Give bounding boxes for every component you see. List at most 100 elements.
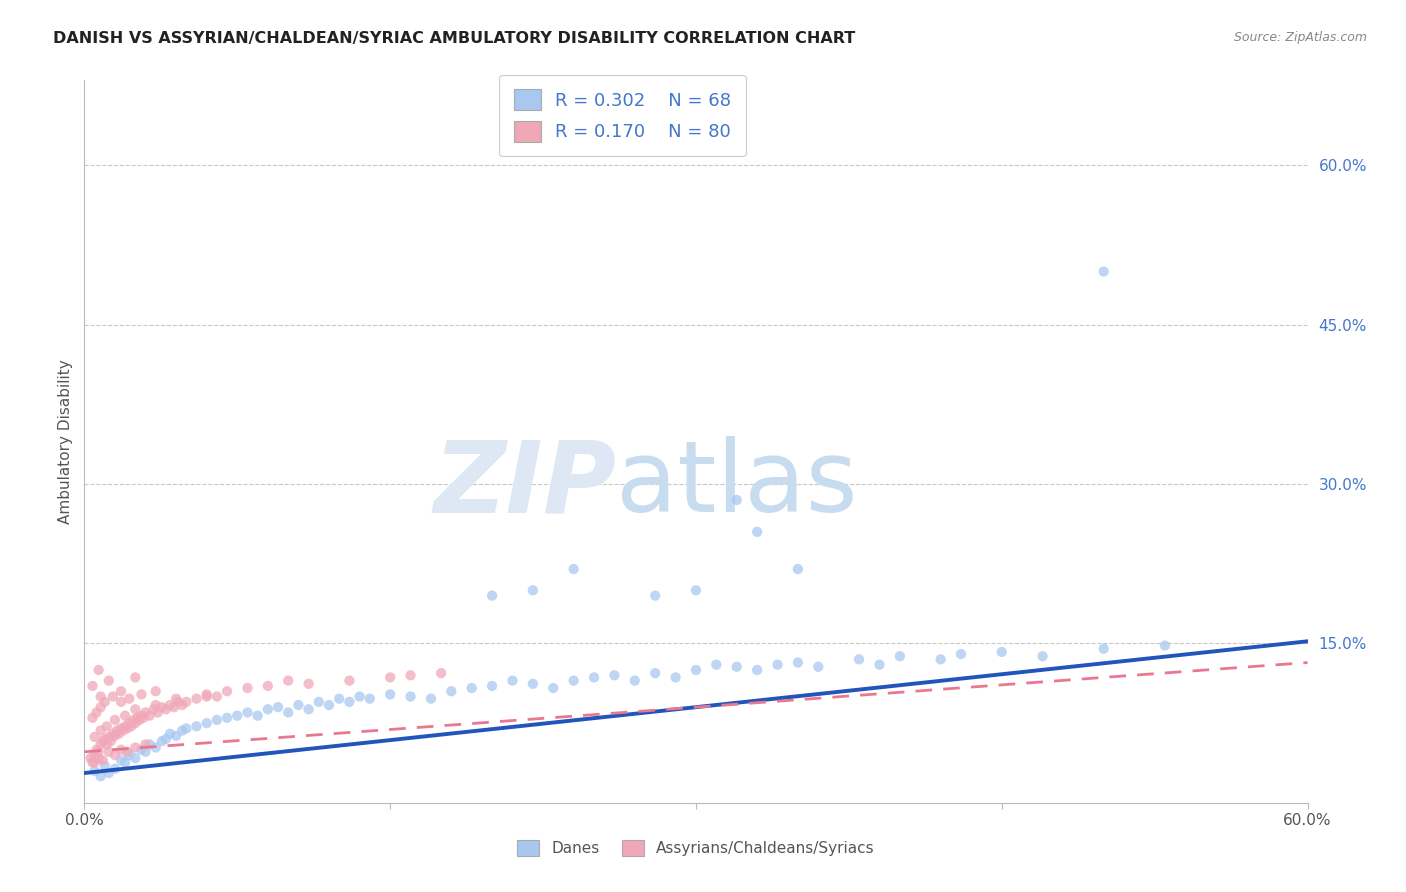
Point bbox=[146, 706, 169, 720]
Point bbox=[131, 708, 153, 723]
Point bbox=[142, 702, 165, 716]
Legend: Danes, Assyrians/Chaldeans/Syriacs: Danes, Assyrians/Chaldeans/Syriacs bbox=[510, 832, 882, 863]
Point bbox=[110, 742, 132, 756]
Point bbox=[93, 758, 115, 772]
Point bbox=[308, 695, 330, 709]
Point bbox=[481, 589, 503, 603]
Point bbox=[83, 764, 105, 778]
Point bbox=[706, 657, 728, 672]
Text: atlas: atlas bbox=[616, 436, 858, 533]
Point bbox=[440, 684, 463, 698]
Point bbox=[205, 713, 228, 727]
Point bbox=[97, 673, 120, 688]
Point bbox=[132, 711, 155, 725]
Point bbox=[186, 691, 208, 706]
Point bbox=[562, 562, 585, 576]
Point bbox=[150, 700, 173, 714]
Point bbox=[118, 747, 141, 762]
Point bbox=[118, 691, 141, 706]
Point bbox=[138, 737, 160, 751]
Point bbox=[91, 753, 114, 767]
Point bbox=[159, 727, 181, 741]
Point bbox=[172, 698, 194, 712]
Point bbox=[104, 762, 127, 776]
Point bbox=[87, 663, 110, 677]
Point bbox=[583, 670, 606, 684]
Point bbox=[747, 663, 769, 677]
Point bbox=[991, 645, 1014, 659]
Point bbox=[97, 730, 120, 744]
Point bbox=[165, 729, 187, 743]
Point bbox=[399, 690, 422, 704]
Point bbox=[226, 708, 249, 723]
Point bbox=[131, 687, 153, 701]
Point bbox=[90, 700, 112, 714]
Point bbox=[195, 687, 218, 701]
Point bbox=[127, 711, 149, 725]
Point bbox=[145, 698, 167, 712]
Point bbox=[114, 756, 136, 770]
Point bbox=[685, 583, 707, 598]
Point bbox=[93, 732, 115, 747]
Point bbox=[481, 679, 503, 693]
Point bbox=[82, 756, 104, 770]
Point bbox=[267, 700, 290, 714]
Point bbox=[90, 690, 112, 704]
Point bbox=[277, 706, 299, 720]
Point bbox=[163, 700, 186, 714]
Point bbox=[339, 695, 361, 709]
Point bbox=[124, 751, 146, 765]
Point bbox=[359, 691, 381, 706]
Point bbox=[217, 711, 239, 725]
Point bbox=[83, 756, 105, 770]
Text: ZIP: ZIP bbox=[433, 436, 616, 533]
Point bbox=[807, 660, 830, 674]
Point bbox=[122, 713, 145, 727]
Text: DANISH VS ASSYRIAN/CHALDEAN/SYRIAC AMBULATORY DISABILITY CORRELATION CHART: DANISH VS ASSYRIAN/CHALDEAN/SYRIAC AMBUL… bbox=[53, 31, 856, 46]
Point bbox=[135, 737, 157, 751]
Point bbox=[298, 677, 321, 691]
Point bbox=[217, 684, 239, 698]
Point bbox=[93, 695, 115, 709]
Point bbox=[186, 719, 208, 733]
Point bbox=[104, 713, 127, 727]
Point bbox=[124, 740, 146, 755]
Point bbox=[766, 657, 789, 672]
Point bbox=[82, 679, 104, 693]
Point bbox=[1092, 641, 1115, 656]
Point bbox=[82, 711, 104, 725]
Point bbox=[603, 668, 626, 682]
Point bbox=[725, 493, 748, 508]
Point bbox=[96, 737, 118, 751]
Point bbox=[97, 745, 120, 759]
Point bbox=[135, 706, 157, 720]
Point bbox=[298, 702, 321, 716]
Point bbox=[167, 695, 190, 709]
Point bbox=[257, 702, 280, 716]
Point bbox=[118, 716, 141, 731]
Point bbox=[318, 698, 340, 712]
Point bbox=[101, 690, 124, 704]
Point bbox=[105, 723, 128, 738]
Point bbox=[725, 660, 748, 674]
Point bbox=[90, 723, 112, 738]
Point bbox=[155, 732, 177, 747]
Point bbox=[108, 727, 131, 741]
Point bbox=[86, 706, 108, 720]
Point bbox=[90, 769, 112, 783]
Point bbox=[1154, 639, 1177, 653]
Point bbox=[124, 702, 146, 716]
Point bbox=[86, 742, 108, 756]
Point bbox=[195, 716, 218, 731]
Point bbox=[110, 722, 132, 736]
Point bbox=[159, 698, 181, 712]
Point bbox=[522, 677, 544, 691]
Point bbox=[83, 730, 105, 744]
Point bbox=[380, 687, 402, 701]
Point bbox=[87, 745, 110, 759]
Point bbox=[685, 663, 707, 677]
Point bbox=[502, 673, 524, 688]
Point bbox=[115, 745, 138, 759]
Point bbox=[135, 745, 157, 759]
Point bbox=[339, 673, 361, 688]
